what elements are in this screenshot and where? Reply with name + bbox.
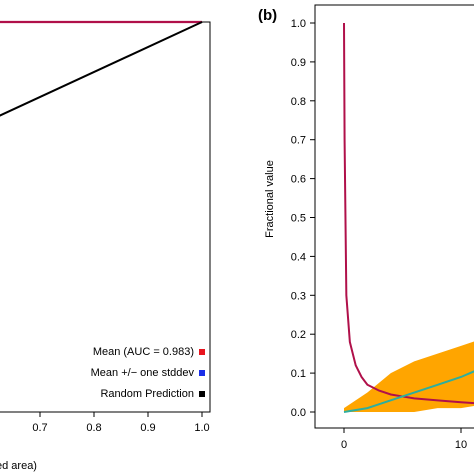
panel-a-x-tick-label: 1.0 (194, 422, 209, 434)
panel-b-predicted-area-line (343, 370, 474, 413)
panel-a-x-axis-label: ed area) (0, 460, 37, 472)
panel-b-stddev-band (344, 341, 474, 412)
panel-b-y-tick-label: 0.6 (291, 174, 306, 186)
panel-a-legend-swatch (199, 370, 205, 376)
panel-b-y-tick-label: 0.0 (291, 407, 306, 419)
panel-a-x-tick-label: 0.7 (32, 422, 47, 434)
panel-b-x-tick-label: 10 (455, 439, 467, 451)
panel-b-label: (b) (258, 7, 277, 24)
panel-a-x-tick-label: 0.8 (86, 422, 101, 434)
panel-a-x-ticks: 0.7 0.8 0.9 1.0 (32, 412, 210, 434)
panel-b-x-tick-label: 0 (341, 439, 347, 451)
panel-a-legend: Mean (AUC = 0.983) Mean +/− one stddev Ran… (91, 346, 205, 400)
panel-b-y-tick-label: 0.5 (291, 213, 306, 225)
panel-a-random-prediction-line (0, 21, 203, 117)
panel-b-y-tick-label: 0.4 (291, 251, 306, 263)
panel-b-y-tick-label: 1.0 (291, 18, 306, 30)
panel-a-legend-label: Mean (AUC = 0.983) (93, 346, 194, 358)
panel-b-stddev-band-area (344, 341, 474, 412)
panel-a-legend-swatch (199, 391, 205, 397)
panel-a-legend-label: Random Prediction (100, 388, 194, 400)
panel-b-y-tick-label: 0.9 (291, 57, 306, 69)
panel-a-series (0, 20, 203, 117)
panel-a-x-tick-label: 0.9 (140, 422, 155, 434)
panel-b: (b) 0.0 0.1 0.2 0.3 0.4 0.5 0.6 0.7 0.8 0.9 1.0 0 1… (258, 4, 474, 451)
panel-b-plot-frame (314, 4, 474, 429)
panel-b-x-ticks: 01020 (341, 428, 467, 451)
panel-b-y-tick-label: 0.8 (291, 96, 306, 108)
panel-b-y-tick-label: 0.2 (291, 329, 306, 341)
panel-a-legend-swatch (199, 349, 205, 355)
panel-b-y-axis-label: Fractional value (264, 160, 276, 238)
panel-b-y-ticks: 0.0 0.1 0.2 0.3 0.4 0.5 0.6 0.7 0.8 0.9 1.0 (291, 18, 315, 419)
panel-b-y-tick-label: 0.7 (291, 135, 306, 147)
panel-b-y-tick-label: 0.3 (291, 290, 306, 302)
panel-a: 0.7 0.8 0.9 1.0 ed area) Mean (AUC = 0.983)… (0, 20, 211, 472)
panel-b-series (343, 22, 474, 413)
panel-a-legend-label: Mean +/− one stddev (91, 367, 195, 379)
panel-b-y-tick-label: 0.1 (291, 368, 306, 380)
